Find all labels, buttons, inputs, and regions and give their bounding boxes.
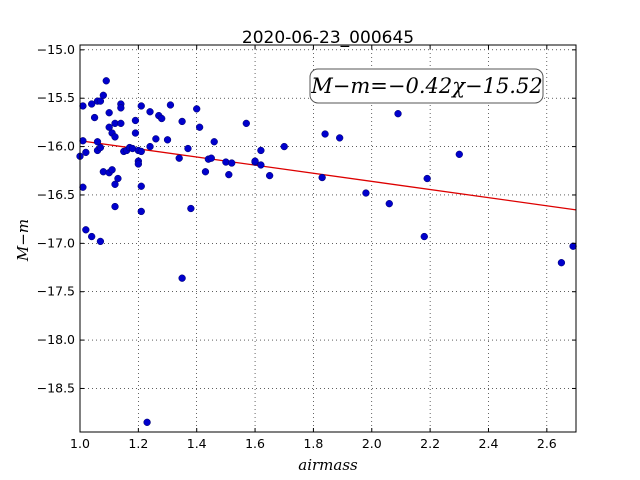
data-point bbox=[423, 174, 431, 183]
data-point bbox=[143, 418, 151, 426]
data-point bbox=[96, 97, 105, 105]
data-point bbox=[88, 100, 96, 108]
data-point bbox=[96, 143, 105, 152]
fit-line-group bbox=[79, 140, 577, 211]
data-point bbox=[336, 134, 344, 142]
x-tick-label: 1.2 bbox=[128, 436, 148, 451]
data-point bbox=[79, 102, 87, 110]
data-point bbox=[178, 274, 186, 282]
data-point bbox=[362, 189, 370, 197]
data-point bbox=[88, 232, 96, 241]
data-point bbox=[385, 200, 393, 208]
y-axis-label: M−m bbox=[14, 219, 32, 262]
data-point bbox=[117, 119, 125, 128]
x-tick-label: 1.8 bbox=[303, 436, 323, 451]
data-point bbox=[178, 117, 186, 126]
x-tick-label: 2.2 bbox=[420, 436, 440, 451]
data-point bbox=[242, 119, 250, 128]
x-tick-label: 2.6 bbox=[537, 436, 557, 451]
data-point bbox=[102, 77, 110, 85]
data-point bbox=[111, 202, 119, 211]
data-point bbox=[82, 226, 90, 234]
data-point bbox=[137, 102, 145, 110]
x-tick-label: 1.4 bbox=[187, 436, 207, 451]
data-point bbox=[184, 144, 192, 153]
annotation-box: M−m=−0.42χ−15.52 bbox=[309, 68, 544, 104]
data-point bbox=[146, 108, 154, 116]
data-point bbox=[108, 166, 116, 174]
x-tick-label: 1.0 bbox=[70, 436, 90, 451]
data-point bbox=[280, 142, 288, 151]
data-point bbox=[79, 137, 87, 145]
data-point bbox=[152, 135, 160, 143]
data-point bbox=[131, 116, 140, 125]
plot-frame bbox=[79, 44, 577, 433]
data-point bbox=[187, 204, 195, 213]
data-point bbox=[193, 105, 201, 113]
data-point bbox=[90, 113, 99, 122]
data-point bbox=[195, 123, 204, 131]
data-point bbox=[318, 173, 326, 182]
data-point bbox=[557, 259, 566, 267]
data-point bbox=[137, 147, 145, 156]
data-point bbox=[117, 104, 125, 112]
y-tick-label: −15.0 bbox=[37, 42, 75, 57]
data-point bbox=[131, 129, 140, 137]
data-point bbox=[201, 168, 210, 176]
y-tick-label: −18.5 bbox=[37, 380, 75, 395]
data-point bbox=[257, 161, 265, 169]
data-point bbox=[105, 109, 113, 117]
data-point bbox=[146, 142, 154, 151]
data-point bbox=[111, 133, 119, 141]
data-point bbox=[111, 180, 119, 188]
data-point bbox=[105, 123, 113, 131]
data-point bbox=[163, 136, 172, 144]
data-point bbox=[114, 174, 122, 183]
data-point bbox=[137, 182, 145, 190]
data-point bbox=[82, 148, 90, 157]
data-point bbox=[166, 101, 175, 109]
y-tick-label: −16.0 bbox=[37, 139, 75, 154]
y-tick-label: −16.5 bbox=[37, 187, 75, 202]
x-tick-label: 2.4 bbox=[479, 436, 499, 451]
data-point bbox=[96, 237, 105, 246]
data-point bbox=[137, 207, 145, 216]
data-point bbox=[265, 171, 274, 180]
annotation-frame bbox=[309, 68, 544, 104]
data-point bbox=[175, 154, 183, 162]
chart-title: 2020-06-23_000645 bbox=[242, 28, 414, 48]
y-tick-label: −17.0 bbox=[37, 235, 75, 250]
data-point bbox=[228, 159, 236, 167]
data-point bbox=[210, 138, 218, 146]
data-point bbox=[158, 114, 166, 123]
data-point bbox=[394, 110, 402, 118]
points bbox=[76, 77, 577, 426]
data-point bbox=[79, 183, 87, 191]
data-point bbox=[134, 160, 143, 168]
ticks: 1.0 1.2 1.4 1.6 1.8 2.0 2.2 2.4 2.6 −15.0 −15.5 −16… bbox=[37, 42, 576, 451]
fit-line bbox=[79, 140, 577, 211]
data-point bbox=[420, 232, 428, 241]
y-tick-label: −15.5 bbox=[37, 90, 75, 105]
data-point bbox=[93, 138, 102, 146]
y-tick-label: −17.5 bbox=[37, 284, 75, 299]
x-tick-label: 2.0 bbox=[362, 436, 382, 451]
x-axis-label: airmass bbox=[298, 456, 358, 474]
data-point bbox=[207, 154, 215, 162]
data-point bbox=[257, 146, 265, 155]
data-point bbox=[251, 157, 259, 165]
data-point bbox=[99, 91, 107, 99]
data-point bbox=[455, 150, 463, 158]
x-tick-label: 1.6 bbox=[245, 436, 265, 451]
y-tick-label: −18.0 bbox=[37, 332, 75, 347]
data-point bbox=[225, 170, 233, 179]
data-point bbox=[569, 242, 577, 250]
data-point bbox=[321, 130, 329, 138]
fit-equation: M−m=−0.42χ−15.52 bbox=[310, 74, 542, 98]
